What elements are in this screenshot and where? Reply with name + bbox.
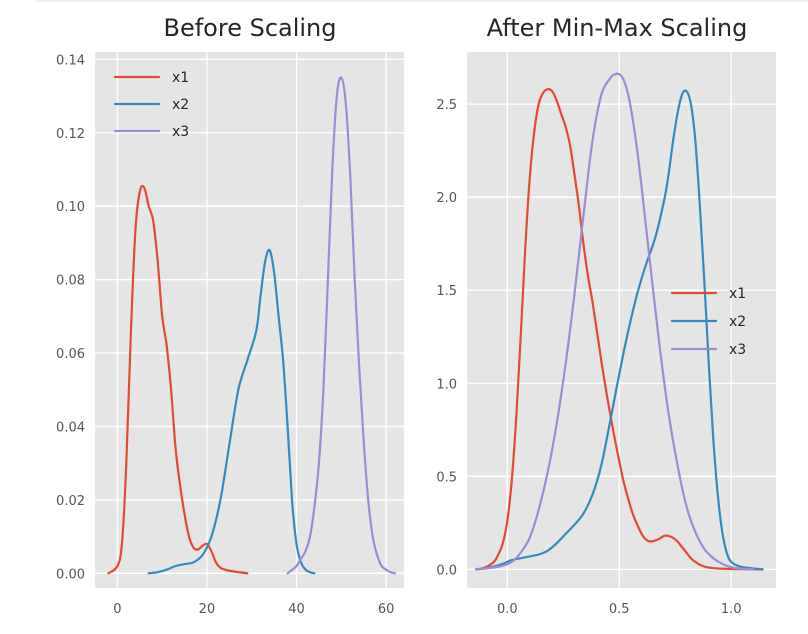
legend-label-x3: x3 <box>729 342 746 358</box>
y-tick-label: 0.06 <box>56 347 85 362</box>
y-tick-label: 0.08 <box>56 274 85 289</box>
y-tick-label: 0.14 <box>56 53 85 68</box>
x-tick-label: 1.0 <box>721 602 742 617</box>
series-line-x2 <box>474 89 764 571</box>
y-tick-label: 0.10 <box>56 200 85 215</box>
x-tick-label: 20 <box>199 602 216 617</box>
legend-label-x2: x2 <box>729 314 746 330</box>
plot-area <box>467 52 776 588</box>
legend-label-x3: x3 <box>172 124 189 140</box>
chart-title: Before Scaling <box>163 14 336 42</box>
x-tick-label: 0.5 <box>609 602 630 617</box>
legend-label-x2: x2 <box>172 97 189 113</box>
x-tick-label: 0 <box>113 602 121 617</box>
y-tick-label: 0.04 <box>56 420 85 435</box>
series-line-x3 <box>474 72 755 571</box>
chart-title: After Min-Max Scaling <box>487 14 748 42</box>
tick-labels: 0 20 40 60 0.00 0.02 0.04 0.06 0.08 0.10 0.12 0.14 <box>56 53 394 617</box>
x-tick-label: 0.0 <box>497 602 518 617</box>
series-line-x2 <box>147 248 316 575</box>
y-tick-label: 1.5 <box>436 284 457 299</box>
legend: x1 x2 x3 <box>113 70 189 140</box>
legend: x1 x2 x3 <box>670 286 746 358</box>
series-line-x3 <box>286 76 397 575</box>
legend-label-x1: x1 <box>729 286 746 302</box>
after-min-max-scaling-chart: 0.0 0.5 1.0 0.0 0.5 1.0 1.5 2.0 2.5 After Min-Ma… <box>436 14 776 617</box>
series-line-x1 <box>474 88 764 571</box>
x-tick-label: 40 <box>288 602 305 617</box>
y-tick-label: 0.5 <box>436 470 457 485</box>
y-tick-label: 1.0 <box>436 377 457 392</box>
series-line-x1 <box>107 184 249 575</box>
tick-labels: 0.0 0.5 1.0 0.0 0.5 1.0 1.5 2.0 2.5 <box>436 98 741 617</box>
series-lines <box>474 72 764 571</box>
series-lines <box>107 76 397 575</box>
y-tick-label: 2.5 <box>436 98 457 113</box>
x-tick-label: 60 <box>378 602 395 617</box>
before-scaling-chart: 0 20 40 600.000.020.040.060.080.100.120.14 … <box>56 14 404 617</box>
legend-label-x1: x1 <box>172 70 189 86</box>
y-tick-label: 2.0 <box>436 191 457 206</box>
y-tick-label: 0.12 <box>56 127 85 142</box>
y-tick-label: 0.02 <box>56 494 85 509</box>
y-tick-label: 0.0 <box>436 563 457 578</box>
plot-area <box>95 52 404 588</box>
y-tick-label: 0.00 <box>56 567 85 582</box>
